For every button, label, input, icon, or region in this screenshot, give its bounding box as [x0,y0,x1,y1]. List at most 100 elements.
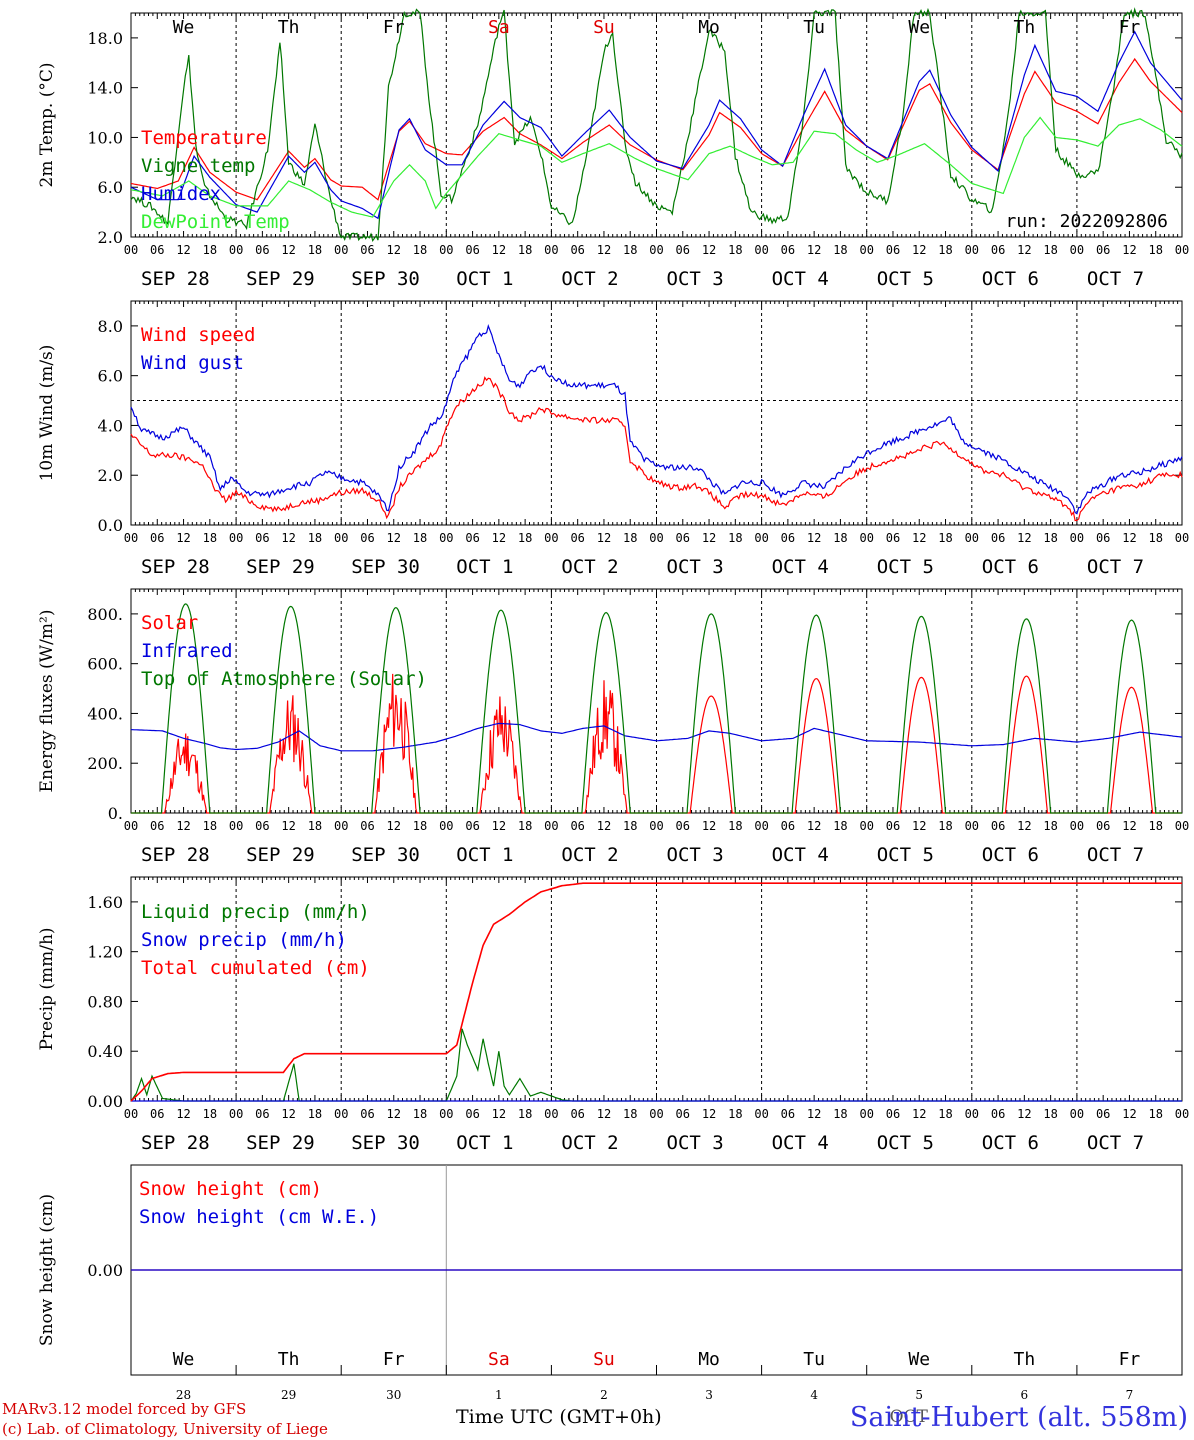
legend-entry: Solar [141,612,198,634]
hour-tick-label: 18 [623,531,637,545]
day-number-label: 6 [1021,1388,1029,1402]
hour-tick-label: 00 [1175,243,1189,257]
date-label: OCT 7 [1087,844,1144,866]
hour-tick-label: 06 [991,819,1005,833]
y-tick-label: 800. [87,605,123,624]
hour-tick-label: 18 [728,531,742,545]
copyright-credit: (c) Lab. of Climatology, University of L… [2,1420,328,1438]
date-label: OCT 7 [1087,268,1144,290]
legend-entry: Wind speed [141,324,255,346]
date-label: SEP 30 [351,844,420,866]
hour-tick-label: 06 [886,243,900,257]
hour-tick-label: 00 [124,819,138,833]
date-label: OCT 2 [561,844,618,866]
date-label: OCT 3 [667,1132,724,1154]
day-number-label: 1 [495,1388,503,1402]
weekday-label-bottom: Sa [488,1349,510,1370]
date-label: SEP 29 [246,556,315,578]
y-tick-label: 10.0 [87,128,123,147]
hour-tick-label: 12 [1017,1107,1031,1121]
date-label: OCT 6 [982,1132,1039,1154]
series-line-1-1 [130,324,1183,515]
date-label: SEP 29 [246,844,315,866]
hour-tick-label: 18 [1148,819,1162,833]
y-tick-label: 0.0 [98,516,123,535]
hour-tick-label: 18 [1148,243,1162,257]
hour-tick-label: 12 [597,531,611,545]
hour-tick-label: 06 [360,243,374,257]
date-label: SEP 29 [246,1132,315,1154]
hour-tick-label: 18 [623,819,637,833]
hour-tick-label: 00 [229,819,243,833]
legend-entry: DewPoint Temp [141,211,290,233]
hour-tick-label: 18 [518,1107,532,1121]
day-number-label: 2 [600,1388,608,1402]
hour-tick-label: 12 [1122,243,1136,257]
hour-tick-label: 06 [886,819,900,833]
y-tick-label: 6.0 [98,178,123,197]
hour-tick-label: 18 [728,1107,742,1121]
hour-tick-label: 00 [334,1107,348,1121]
hour-tick-label: 00 [334,243,348,257]
hour-tick-label: 00 [124,531,138,545]
hour-tick-label: 06 [886,1107,900,1121]
hour-tick-label: 12 [1122,531,1136,545]
weekday-label-top: Mo [698,17,720,38]
hour-tick-label: 06 [570,819,584,833]
hour-tick-label: 06 [255,243,269,257]
date-label: OCT 4 [772,556,829,578]
date-label: OCT 6 [982,556,1039,578]
legend-entry: Liquid precip (mm/h) [141,901,370,923]
legend-entry: Snow precip (mm/h) [141,929,347,951]
date-label: OCT 1 [456,844,513,866]
hour-tick-label: 06 [781,1107,795,1121]
hour-tick-label: 12 [281,819,295,833]
hour-tick-label: 18 [203,243,217,257]
y-axis-label: Precip (mm/h) [37,927,57,1050]
date-label: OCT 5 [877,844,934,866]
day-number-label: 5 [915,1388,923,1402]
hour-tick-label: 12 [702,819,716,833]
weekday-label-top: Tu [803,17,825,38]
y-tick-label: 14.0 [87,79,123,98]
hour-tick-label: 00 [1175,819,1189,833]
y-tick-label: 600. [87,655,123,674]
date-label: SEP 30 [351,556,420,578]
y-axis-label: 10m Wind (m/s) [37,345,57,482]
date-label: SEP 30 [351,268,420,290]
hour-tick-label: 12 [807,819,821,833]
hour-tick-label: 12 [597,1107,611,1121]
plot-frame-1 [130,300,1183,526]
y-tick-label: 0.40 [87,1042,123,1061]
hour-tick-label: 12 [1122,1107,1136,1121]
date-label: OCT 1 [456,556,513,578]
hour-tick-label: 00 [439,1107,453,1121]
y-tick-label: 200. [87,754,123,773]
day-number-label: 28 [176,1388,191,1402]
hour-tick-label: 18 [833,243,847,257]
y-axis-label: Energy fluxes (W/m²) [37,610,57,793]
hour-tick-label: 18 [518,819,532,833]
plot-frame-0 [130,12,1183,238]
hour-tick-label: 00 [649,1107,663,1121]
hour-tick-label: 06 [465,243,479,257]
hour-tick-label: 12 [387,243,401,257]
hour-tick-label: 12 [492,243,506,257]
hour-tick-label: 00 [965,819,979,833]
hour-tick-label: 00 [544,819,558,833]
weekday-label-bottom: Fr [1119,1349,1141,1370]
hour-tick-label: 12 [807,1107,821,1121]
hour-tick-label: 12 [176,531,190,545]
legend-entry: Total cumulated (cm) [141,957,370,979]
hour-tick-label: 00 [965,243,979,257]
hour-tick-label: 00 [965,1107,979,1121]
hour-tick-label: 00 [1070,1107,1084,1121]
date-label: SEP 28 [141,844,210,866]
hour-tick-label: 12 [912,1107,926,1121]
hour-tick-label: 12 [1017,531,1031,545]
hour-tick-label: 06 [781,819,795,833]
hour-tick-label: 18 [308,1107,322,1121]
hour-tick-label: 06 [150,1107,164,1121]
series-line-2-2 [131,603,1182,814]
